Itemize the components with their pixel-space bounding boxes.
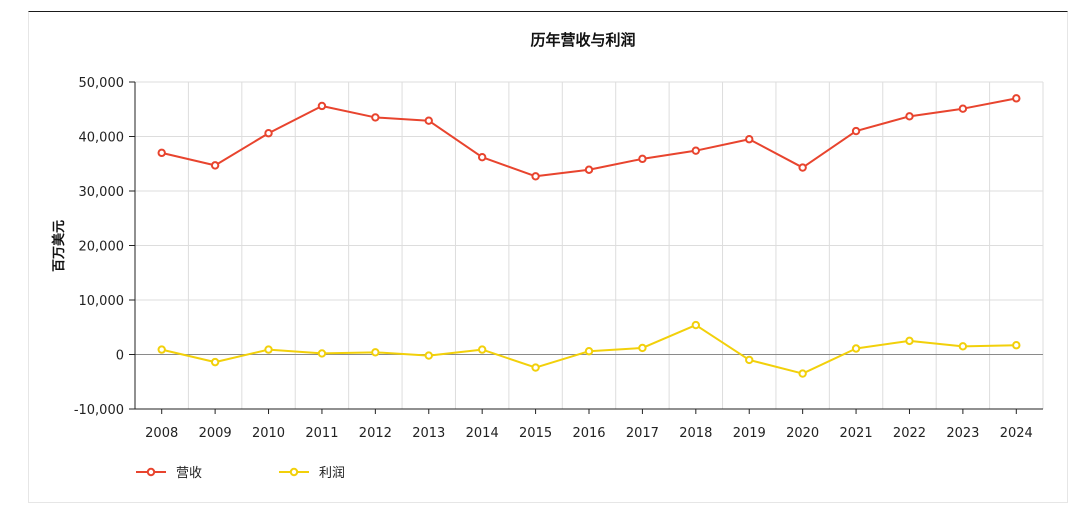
data-point [317, 349, 327, 358]
legend-label: 营收 [176, 466, 202, 481]
data-point [584, 165, 594, 174]
data-point [210, 161, 220, 170]
legend-marker [289, 467, 299, 477]
x-tick-label: 2010 [252, 426, 285, 441]
y-axis-label: 百万美元 [51, 220, 67, 272]
data-point [531, 172, 540, 181]
data-point [745, 355, 754, 365]
data-point [638, 154, 647, 164]
data-point [691, 146, 701, 155]
legend-marker [146, 467, 156, 477]
chart-frame [28, 11, 1068, 503]
x-tick-label: 2022 [893, 426, 926, 441]
data-point [1012, 341, 1021, 350]
data-point [1012, 94, 1021, 103]
data-point [905, 336, 914, 346]
data-point [958, 104, 968, 113]
x-tick-label: 2015 [519, 426, 552, 441]
x-tick-label: 2019 [733, 426, 766, 441]
series-revenue [157, 94, 1021, 181]
x-tick-label: 2018 [679, 426, 712, 441]
data-point [905, 112, 914, 121]
data-point [958, 342, 968, 351]
data-point [477, 153, 487, 162]
data-point [264, 345, 273, 354]
y-tick-label: -10,000 [74, 403, 124, 418]
legend: 营收 利润 [136, 466, 345, 481]
y-tick-label: 30,000 [79, 185, 125, 200]
data-point [157, 345, 166, 354]
data-point [424, 116, 433, 125]
x-tick-label: 2024 [1000, 426, 1033, 441]
legend-label: 利润 [319, 466, 345, 481]
series-line [161, 97, 1017, 178]
chart-title: 历年营收与利润 [530, 31, 635, 49]
data-point [424, 351, 433, 360]
data-point [851, 344, 861, 353]
data-point [317, 101, 327, 111]
x-tick-label: 2013 [412, 426, 445, 441]
x-tick-label: 2016 [572, 426, 605, 441]
x-tick-label: 2014 [466, 426, 499, 441]
data-point [477, 345, 487, 354]
y-tick-label: 40,000 [79, 131, 125, 146]
data-point [264, 129, 273, 138]
data-point [531, 363, 540, 372]
data-point [745, 135, 754, 144]
x-tick-label: 2020 [786, 426, 819, 441]
x-tick-label: 2011 [305, 426, 338, 441]
y-tick-label: 10,000 [79, 294, 125, 309]
data-point [798, 163, 807, 172]
x-tick-label: 2021 [840, 426, 873, 441]
x-tick-label: 2017 [626, 426, 659, 441]
data-point [371, 348, 380, 357]
x-tick-label: 2009 [199, 426, 232, 441]
x-tick-label: 2012 [359, 426, 392, 441]
data-point [798, 369, 807, 378]
y-tick-label: 0 [116, 349, 124, 364]
y-tick-label: 20,000 [79, 240, 125, 255]
data-point [851, 126, 861, 136]
grid [135, 81, 1044, 410]
y-tick-label: 50,000 [79, 76, 125, 91]
data-point [638, 343, 647, 353]
legend-item: 利润 [279, 466, 345, 481]
x-tick-label: 2023 [946, 426, 979, 441]
series-lines [157, 94, 1021, 378]
x-tick-label: 2008 [145, 426, 178, 441]
axes: -10,000 0 10,000 20,000 30,000 40,000 50,000 20… [74, 76, 1043, 441]
data-point [157, 148, 166, 158]
series-profit [157, 320, 1021, 378]
legend-item: 营收 [136, 466, 202, 481]
data-point [691, 320, 701, 330]
data-point [210, 357, 220, 367]
data-point [371, 113, 380, 122]
data-point [584, 347, 594, 356]
